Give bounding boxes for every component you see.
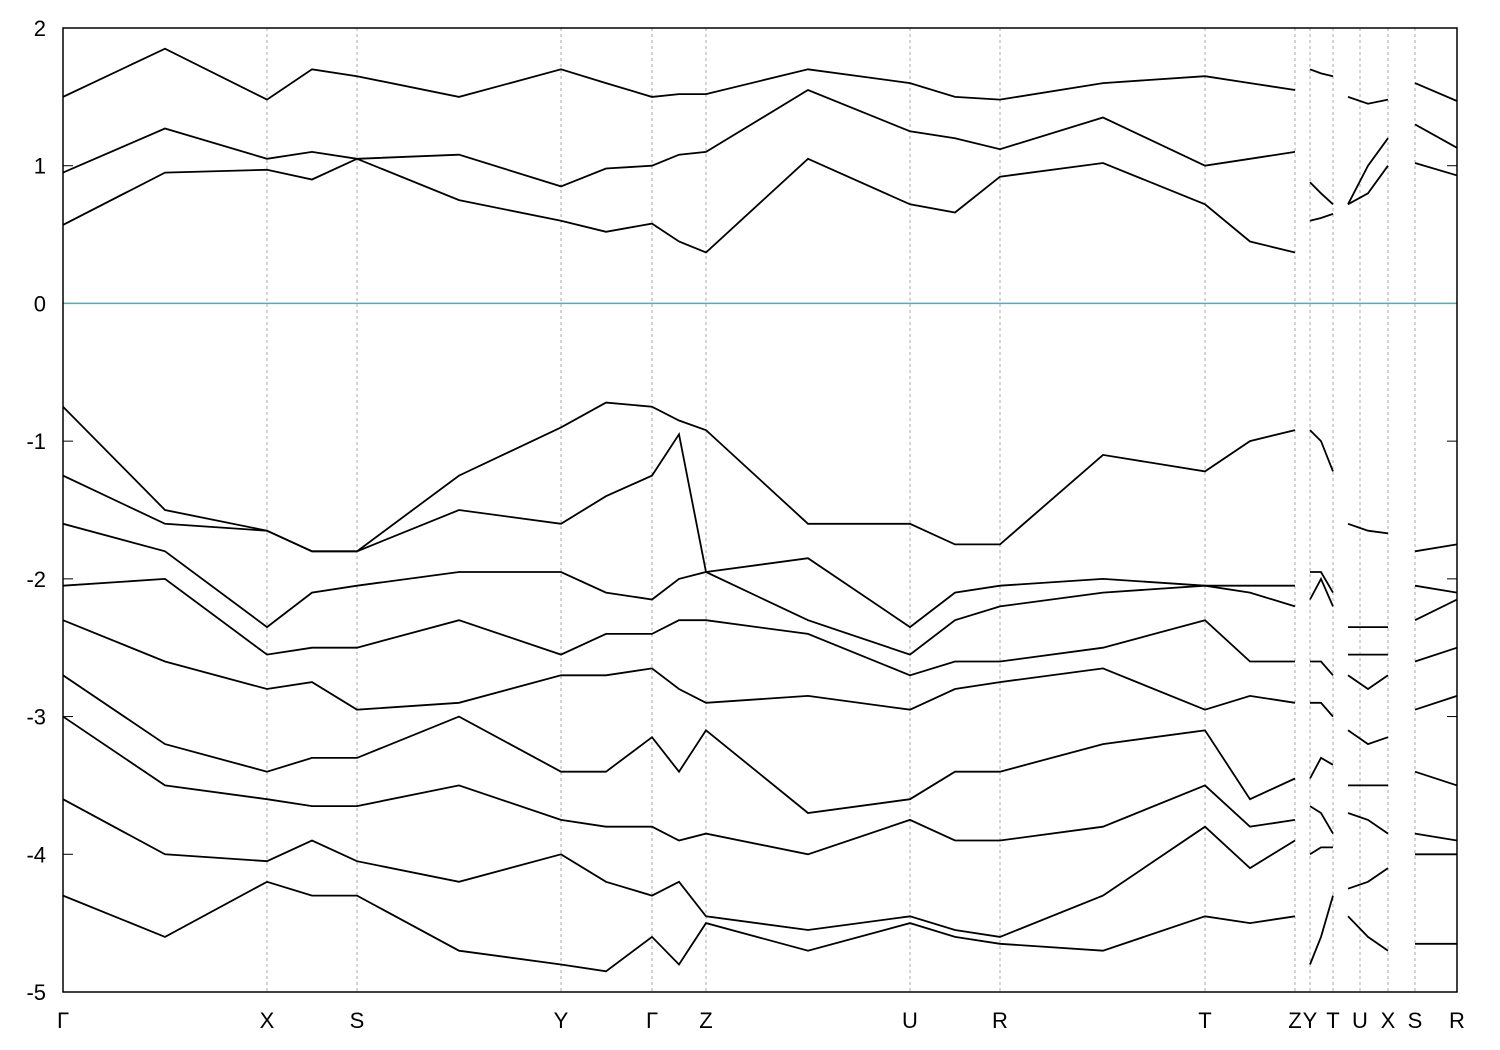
y-tick-label: -5 (26, 980, 46, 1005)
y-tick-label: -2 (26, 567, 46, 592)
y-tick-label: -4 (26, 842, 46, 867)
x-tick-label: Γ (57, 1008, 69, 1033)
band-line (63, 401, 1457, 553)
x-tick-label: R (1449, 1008, 1465, 1033)
y-tick-label: 2 (34, 16, 46, 41)
y-tick-label: -3 (26, 705, 46, 730)
x-tick-label: T (1326, 1008, 1339, 1033)
band-line (63, 674, 1457, 814)
band-line (63, 880, 1457, 973)
x-tick-label: Y (554, 1008, 569, 1033)
band-line (63, 47, 1457, 105)
band-line (63, 715, 1457, 856)
band-line (63, 798, 1457, 938)
y-tick-label: 1 (34, 154, 46, 179)
plot-frame (62, 27, 1458, 993)
x-tick-label: S (350, 1008, 365, 1033)
x-tick-label: Z (699, 1008, 712, 1033)
x-tick-label: U (1352, 1008, 1368, 1033)
x-tick-label: S (1408, 1008, 1423, 1033)
band-line (63, 157, 1457, 254)
band-line (63, 522, 1457, 656)
x-tick-label: X (260, 1008, 275, 1033)
band-line (63, 431, 1457, 629)
x-tick-label: R (992, 1008, 1008, 1033)
y-tick-label: 0 (34, 291, 46, 316)
x-tick-label: U (902, 1008, 918, 1033)
x-tick-label: Γ (646, 1008, 658, 1033)
x-tick-label: T (1198, 1008, 1211, 1033)
x-tick-label: Z (1288, 1008, 1301, 1033)
band-line (63, 619, 1457, 746)
x-tick-label: Y (1303, 1008, 1318, 1033)
x-tick-label: X (1381, 1008, 1396, 1033)
y-tick-label: -1 (26, 429, 46, 454)
band-line (63, 577, 1457, 691)
band-line (63, 88, 1457, 205)
